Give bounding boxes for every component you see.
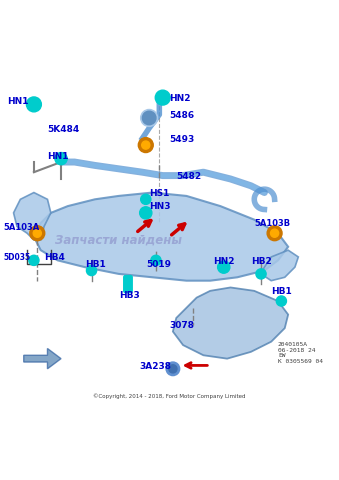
FancyBboxPatch shape [124,276,132,292]
Polygon shape [24,348,61,369]
Text: HB3: HB3 [119,290,139,300]
Text: HS1: HS1 [149,189,170,198]
Circle shape [142,141,150,149]
Circle shape [29,255,39,265]
Text: ©Copyright, 2014 - 2018, Ford Motor Company Limited: ©Copyright, 2014 - 2018, Ford Motor Comp… [93,393,246,399]
Text: 5D035: 5D035 [3,253,31,263]
Circle shape [30,226,45,240]
Text: 5019: 5019 [146,260,171,269]
Circle shape [138,138,153,153]
Circle shape [218,261,230,273]
Text: 5493: 5493 [170,135,195,144]
Text: 5482: 5482 [176,172,201,181]
Text: Запчасти найдены: Запчасти найдены [55,233,182,247]
Text: HN1: HN1 [7,97,28,107]
Text: HB1: HB1 [85,260,105,269]
Text: 5K484: 5K484 [47,124,80,133]
Circle shape [141,194,151,204]
Polygon shape [14,192,51,240]
Circle shape [276,296,286,306]
Text: 2040105A
06-2018 24
EW
K 0305569 04: 2040105A 06-2018 24 EW K 0305569 04 [278,342,323,364]
Circle shape [86,265,97,276]
Circle shape [55,153,67,165]
Circle shape [26,97,41,112]
Circle shape [140,207,152,219]
Circle shape [155,90,170,105]
Text: 5A103A: 5A103A [3,223,40,232]
Polygon shape [34,192,288,281]
Text: HB1: HB1 [271,287,292,296]
Circle shape [141,109,158,126]
Circle shape [267,226,282,240]
Text: 3A238: 3A238 [139,362,171,371]
Text: HN3: HN3 [149,203,171,212]
Circle shape [271,229,279,237]
Circle shape [256,269,266,279]
Text: 3078: 3078 [170,321,195,330]
Text: HB4: HB4 [44,253,65,263]
Circle shape [151,255,161,265]
Text: HN2: HN2 [214,257,235,266]
Text: 5486: 5486 [170,111,195,120]
Text: 5A103B: 5A103B [254,219,291,228]
Circle shape [142,111,156,125]
Circle shape [169,365,177,373]
Circle shape [33,229,41,237]
Circle shape [166,362,180,376]
Text: HB2: HB2 [251,257,272,266]
Polygon shape [173,288,288,359]
Text: HN1: HN1 [47,152,69,161]
Text: HN2: HN2 [170,94,191,103]
Polygon shape [261,250,298,281]
